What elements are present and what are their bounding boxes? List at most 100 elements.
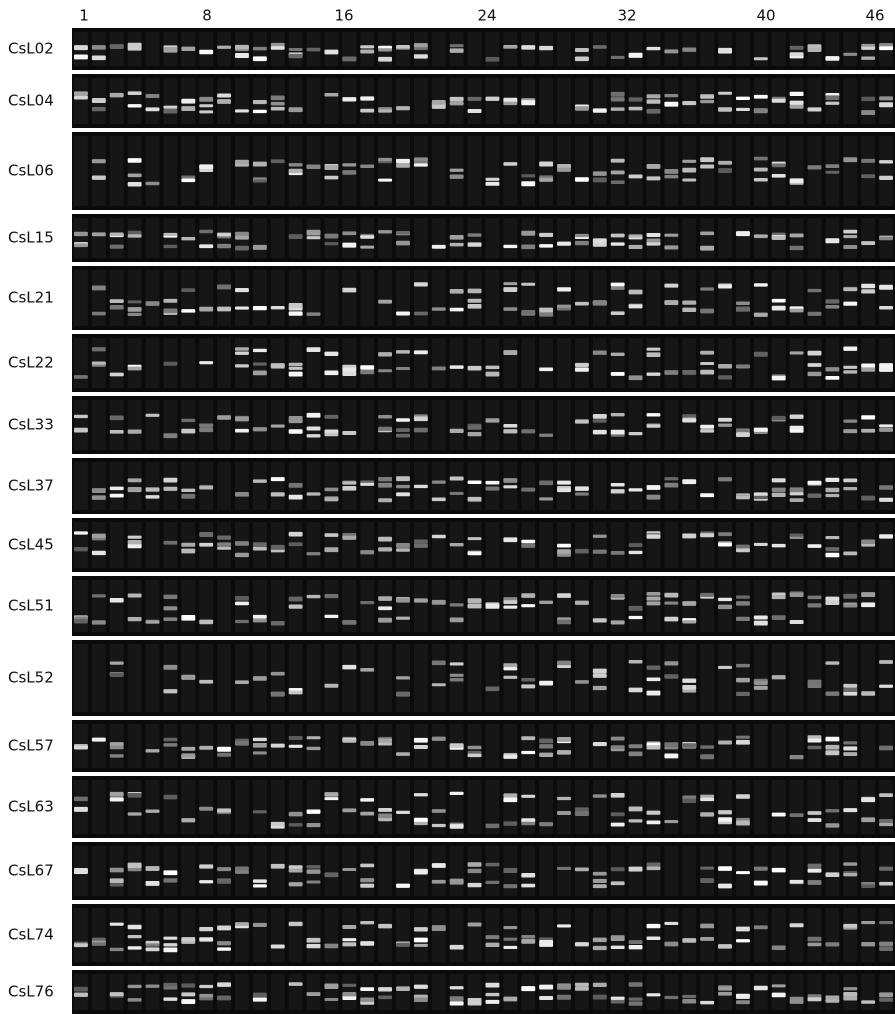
- band: [289, 542, 303, 546]
- band: [539, 312, 553, 317]
- lane-smear: [790, 580, 804, 632]
- band: [414, 485, 428, 488]
- lane-smear: [271, 974, 285, 1010]
- band: [468, 883, 482, 887]
- band: [879, 819, 893, 823]
- band: [128, 617, 142, 621]
- band: [861, 415, 875, 419]
- band: [664, 661, 678, 665]
- band: [790, 813, 804, 817]
- band: [163, 233, 177, 236]
- band: [271, 43, 285, 47]
- band: [629, 107, 643, 111]
- lane-smear: [235, 644, 249, 712]
- band: [861, 367, 875, 371]
- lane-smear: [539, 644, 553, 712]
- gel-panel: [72, 132, 895, 210]
- lane-smear: [289, 974, 303, 1010]
- band: [718, 543, 732, 547]
- band: [772, 99, 786, 103]
- lane-smear: [879, 580, 893, 632]
- gel-background: [72, 266, 895, 330]
- band: [110, 93, 124, 98]
- lane-smear: [808, 644, 822, 712]
- lane-smear: [217, 724, 231, 768]
- band: [825, 494, 839, 497]
- band: [521, 986, 535, 991]
- lane-smear: [503, 522, 517, 568]
- band: [181, 753, 195, 757]
- band: [647, 233, 661, 237]
- band: [879, 367, 893, 372]
- lane-smear: [110, 400, 124, 450]
- band: [92, 495, 106, 499]
- lane-smear: [324, 338, 338, 388]
- band: [199, 997, 213, 1000]
- band: [790, 52, 804, 56]
- band: [503, 797, 517, 802]
- lane-smear: [450, 338, 464, 388]
- lane-smear: [825, 218, 839, 258]
- band: [432, 683, 446, 686]
- band: [324, 433, 338, 437]
- lane-smear: [199, 974, 213, 1010]
- band: [700, 94, 714, 99]
- gel-background: [72, 334, 895, 392]
- lane-smear: [432, 724, 446, 768]
- lane-smear: [772, 580, 786, 632]
- band: [521, 45, 535, 50]
- band: [307, 48, 321, 52]
- band: [808, 481, 822, 485]
- band: [611, 997, 625, 1000]
- lane-smear: [378, 580, 392, 632]
- band: [199, 927, 213, 931]
- band: [861, 159, 875, 163]
- lane-smear: [700, 270, 714, 326]
- lane-smear: [593, 644, 607, 712]
- gel-panel: [72, 970, 895, 1014]
- lane-smear: [307, 580, 321, 632]
- band: [557, 924, 571, 927]
- lane-smear: [199, 270, 213, 326]
- lane-number: 46: [865, 7, 884, 25]
- band: [146, 94, 160, 98]
- band: [486, 993, 500, 996]
- lane-smear: [486, 908, 500, 962]
- lane-smear: [843, 338, 857, 388]
- lane-smear: [861, 644, 875, 712]
- band: [253, 884, 267, 887]
- lane-smear: [682, 780, 696, 834]
- band: [647, 677, 661, 681]
- band: [736, 664, 750, 667]
- band: [611, 286, 625, 289]
- band: [235, 307, 249, 310]
- band: [396, 811, 410, 814]
- band: [539, 234, 553, 237]
- lane-smear: [146, 78, 160, 124]
- lane-smear: [324, 644, 338, 712]
- lane-smear: [486, 846, 500, 896]
- band: [664, 593, 678, 598]
- lane-smear: [557, 218, 571, 258]
- band: [199, 104, 213, 107]
- band: [539, 367, 553, 371]
- band: [861, 97, 875, 101]
- lane-smear: [575, 724, 589, 768]
- lane-smear: [647, 974, 661, 1010]
- marker-label: CsL57: [8, 737, 54, 755]
- band: [557, 544, 571, 548]
- lane-smear: [772, 974, 786, 1010]
- band: [342, 163, 356, 166]
- gel-background: [72, 720, 895, 772]
- lane-smear: [271, 908, 285, 962]
- band: [468, 754, 482, 757]
- lane-smear: [74, 218, 88, 258]
- band: [235, 429, 249, 433]
- lane-smear: [378, 644, 392, 712]
- lane-smear: [539, 846, 553, 896]
- band: [414, 312, 428, 316]
- lane-smear: [754, 32, 768, 66]
- band: [253, 615, 267, 619]
- lane-smear: [736, 462, 750, 510]
- band: [128, 868, 142, 872]
